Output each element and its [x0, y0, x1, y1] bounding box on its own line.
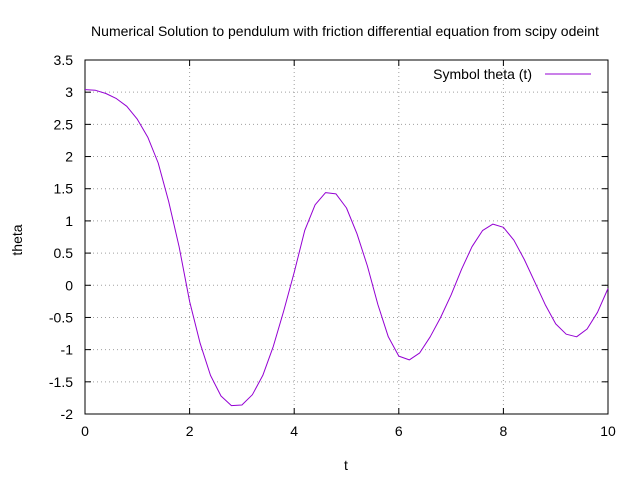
legend-label: Symbol theta (t): [433, 66, 532, 82]
y-tick-label: 0: [65, 277, 73, 293]
y-axis-label: theta: [9, 224, 25, 255]
x-axis-label: t: [344, 457, 348, 473]
y-tick-label: 0.5: [54, 245, 74, 261]
x-tick-label: 4: [290, 423, 298, 439]
y-tick-label: 3.5: [54, 52, 74, 68]
y-tick-label: 1: [65, 213, 73, 229]
chart-title: Numerical Solution to pendulum with fric…: [91, 23, 599, 39]
x-tick-label: 2: [186, 423, 194, 439]
x-tick-label: 6: [395, 423, 403, 439]
x-tick-label: 10: [600, 423, 616, 439]
y-tick-label: 1.5: [54, 181, 74, 197]
x-tick-label: 8: [500, 423, 508, 439]
y-tick-label: 3: [65, 84, 73, 100]
y-tick-label: -1.5: [49, 374, 73, 390]
y-axis: -2 -1.5 -1 -0.5 0 0.5 1 1.5 2 2.5 3 3.5: [49, 52, 608, 422]
plot-frame: [84, 59, 609, 415]
x-axis: 0 2 4 6 8 10: [81, 60, 616, 439]
legend: Symbol theta (t): [433, 66, 591, 82]
y-tick-label: 2.5: [54, 116, 74, 132]
y-tick-label: -2: [61, 406, 74, 422]
series-line: [84, 89, 609, 407]
series-layer: [84, 89, 609, 407]
y-tick-label: -1: [61, 342, 74, 358]
x-tick-label: 0: [81, 423, 89, 439]
grid: [85, 60, 608, 414]
y-tick-label: -0.5: [49, 309, 73, 325]
y-tick-label: 2: [65, 149, 73, 165]
